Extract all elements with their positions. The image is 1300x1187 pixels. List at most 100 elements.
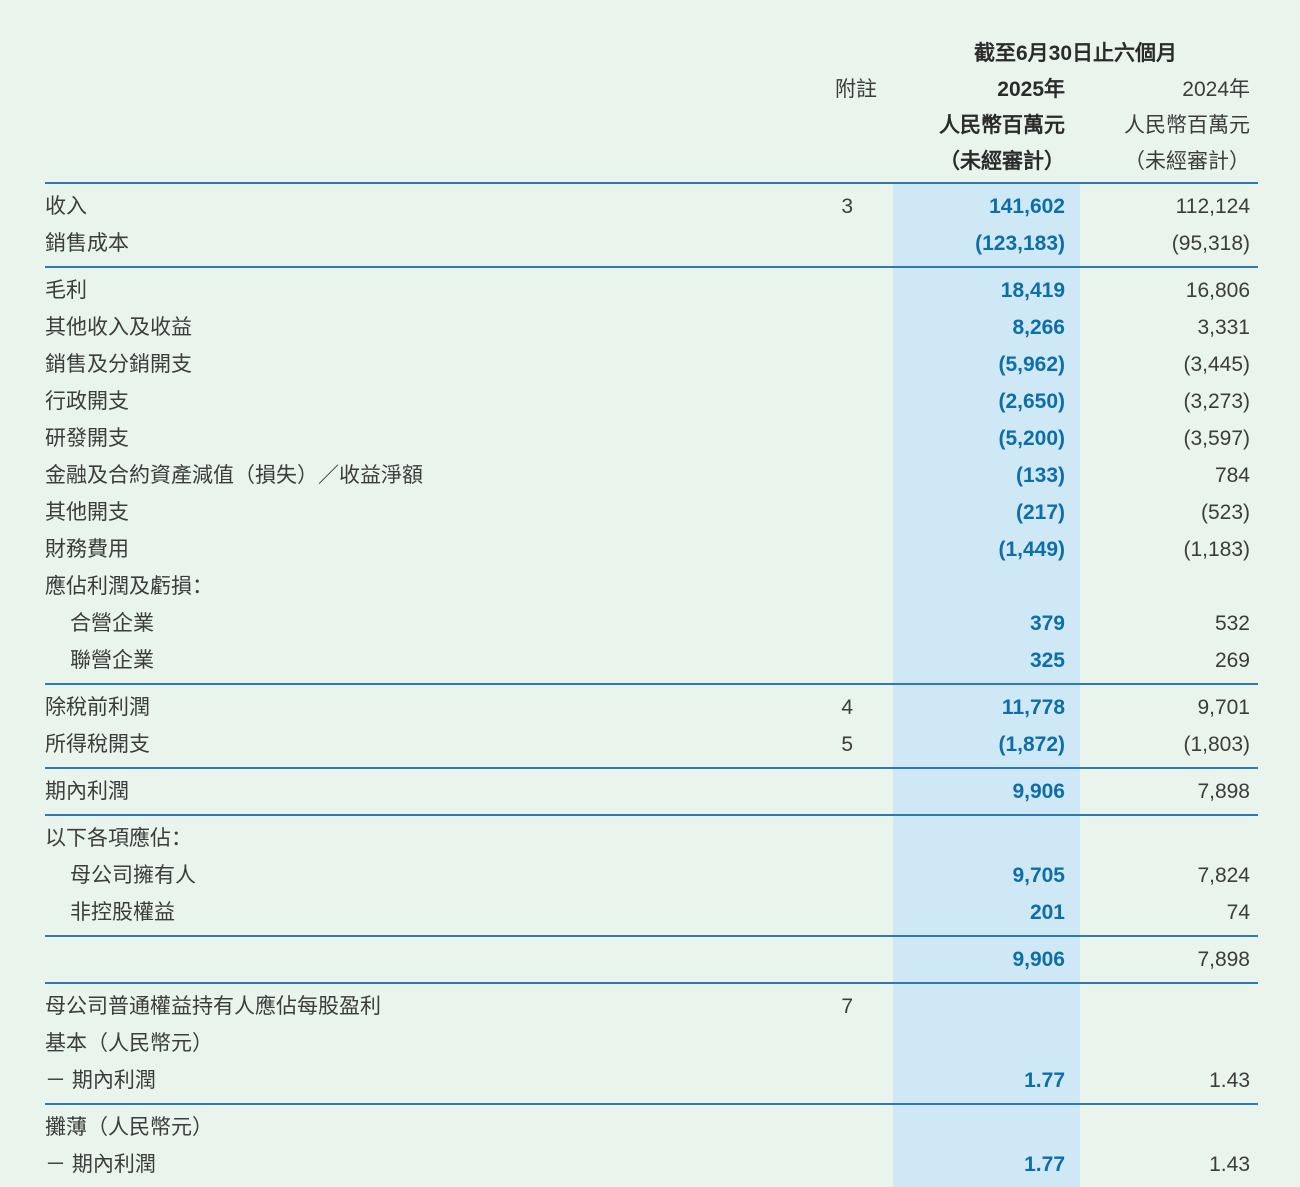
table-row: 財務費用 (1,449) (1,183) (45, 531, 1258, 568)
row-value-2024: 7,898 (1197, 947, 1250, 971)
row-value-2025: (133) (1015, 463, 1065, 487)
table-row: 聯營企業 325 269 (45, 642, 1258, 679)
row-note: 5 (841, 732, 853, 756)
row-value-2024: 1.43 (1209, 1068, 1250, 1092)
row-label: 以下各項應佔： (45, 826, 192, 850)
row-label: 其他開支 (45, 500, 129, 524)
row-value-2025: 9,906 (1012, 779, 1065, 803)
row-value-2024: (3,273) (1183, 389, 1250, 413)
year-2024-header: 2024年 (1182, 78, 1250, 101)
period-title: 截至6月30日止六個月 (973, 42, 1178, 65)
row-label: 其他收入及收益 (45, 315, 192, 339)
row-value-2024: (1,803) (1183, 732, 1250, 756)
row-value-2025: 141,602 (989, 194, 1065, 218)
table-row: 其他開支 (217) (523) (45, 494, 1258, 531)
header-row-period: 截至6月30日止六個月 (45, 34, 1258, 70)
section-divider (45, 1103, 1258, 1105)
table-row: 其他收入及收益 8,266 3,331 (45, 309, 1258, 346)
row-value-2024: 3,331 (1197, 315, 1250, 339)
row-value-2024: 74 (1226, 900, 1250, 924)
row-value-2025: 18,419 (1000, 278, 1065, 302)
table-row: － 期內利潤 1.77 1.43 (45, 1062, 1258, 1099)
row-label: － 期內利潤 (45, 1068, 156, 1092)
row-value-2024: 112,124 (1175, 194, 1250, 218)
row-value-2024: 7,898 (1197, 779, 1250, 803)
audit-2024-header: （未經審計） (1124, 150, 1250, 173)
section-divider (45, 982, 1258, 984)
table-row: 所得稅開支 5 (1,872) (1,803) (45, 726, 1258, 763)
row-label: 應佔利潤及虧損： (45, 574, 213, 598)
row-label: 非控股權益 (70, 900, 175, 924)
row-label: 行政開支 (45, 389, 129, 413)
row-label: 除稅前利潤 (45, 695, 150, 719)
row-label: 基本（人民幣元） (45, 1031, 213, 1055)
row-value-2024: (3,445) (1183, 352, 1250, 376)
table-row: 金融及合約資產減值（損失）／收益淨額 (133) 784 (45, 457, 1258, 494)
row-label: 銷售成本 (45, 231, 129, 255)
audit-2025-header: （未經審計） (939, 150, 1065, 173)
section-divider (45, 935, 1258, 937)
row-value-2025: 325 (1029, 648, 1065, 672)
row-value-2025: 201 (1029, 900, 1065, 924)
unit-2024-header: 人民幣百萬元 (1124, 114, 1250, 137)
table-row: 非控股權益 201 74 (45, 894, 1258, 931)
row-value-2024: (1,183) (1183, 537, 1250, 561)
row-value-2025: 9,906 (1012, 947, 1065, 971)
row-label: 期內利潤 (45, 779, 129, 803)
row-label: 合營企業 (70, 611, 154, 635)
row-value-2024: 9,701 (1197, 695, 1250, 719)
table-row: 9,906 7,898 (45, 941, 1258, 978)
row-label: 聯營企業 (70, 648, 154, 672)
row-label: 研發開支 (45, 426, 129, 450)
row-label: 攤薄（人民幣元） (45, 1115, 213, 1139)
table-row: 除稅前利潤 4 11,778 9,701 (45, 689, 1258, 726)
header-row-years: 附註 2025年 2024年 (45, 70, 1258, 106)
row-label: 所得稅開支 (45, 732, 150, 756)
header-row-units: 人民幣百萬元 人民幣百萬元 (45, 106, 1258, 142)
table-row: 收入 3 141,602 112,124 (45, 188, 1258, 225)
table-row: － 期內利潤 1.77 1.43 (45, 1146, 1258, 1183)
row-value-2025: 9,705 (1012, 863, 1065, 887)
row-value-2024: 269 (1214, 648, 1250, 672)
row-value-2025: (1,449) (998, 537, 1065, 561)
table-row: 合營企業 379 532 (45, 605, 1258, 642)
section-divider (45, 683, 1258, 685)
table-row: 毛利 18,419 16,806 (45, 272, 1258, 309)
row-label: 毛利 (45, 278, 87, 302)
row-value-2025: (1,872) (998, 732, 1065, 756)
note-column-header: 附註 (835, 78, 877, 101)
section-divider (45, 814, 1258, 816)
unit-2025-header: 人民幣百萬元 (939, 114, 1065, 137)
row-value-2025: (5,200) (998, 426, 1065, 450)
table-row: 銷售及分銷開支 (5,962) (3,445) (45, 346, 1258, 383)
row-value-2025: 1.77 (1024, 1068, 1065, 1092)
table-row: 以下各項應佔： (45, 820, 1258, 857)
row-value-2024: 784 (1214, 463, 1250, 487)
row-value-2025: (217) (1015, 500, 1065, 524)
table-row: 攤薄（人民幣元） (45, 1109, 1258, 1146)
table-row: 期內利潤 9,906 7,898 (45, 773, 1258, 810)
row-value-2024: 1.43 (1209, 1152, 1250, 1176)
header-row-audit: （未經審計） （未經審計） (45, 142, 1258, 178)
row-label: 母公司普通權益持有人應佔每股盈利 (45, 994, 381, 1018)
row-note: 4 (841, 695, 853, 719)
row-note: 7 (841, 994, 853, 1018)
row-label: － 期內利潤 (45, 1152, 156, 1176)
section-divider (45, 266, 1258, 268)
row-value-2024: 16,806 (1185, 278, 1250, 302)
table-row: 研發開支 (5,200) (3,597) (45, 420, 1258, 457)
row-value-2025: 11,778 (1001, 695, 1065, 719)
row-label: 收入 (45, 194, 87, 218)
table-body: 收入 3 141,602 112,124 銷售成本 (123,183) (95,318) 毛利… (45, 182, 1258, 1187)
table-row: 母公司普通權益持有人應佔每股盈利 7 (45, 988, 1258, 1025)
row-value-2025: 379 (1029, 611, 1065, 635)
row-value-2024: (95,318) (1171, 231, 1250, 255)
row-label: 銷售及分銷開支 (45, 352, 192, 376)
row-value-2024: (3,597) (1183, 426, 1250, 450)
row-label: 母公司擁有人 (70, 863, 196, 887)
table-header: 截至6月30日止六個月 附註 2025年 2024年 人民幣百萬元 人民幣百萬元… (45, 0, 1258, 178)
row-value-2024: 7,824 (1197, 863, 1250, 887)
row-value-2025: 8,266 (1012, 315, 1065, 339)
row-value-2024: (523) (1200, 500, 1250, 524)
